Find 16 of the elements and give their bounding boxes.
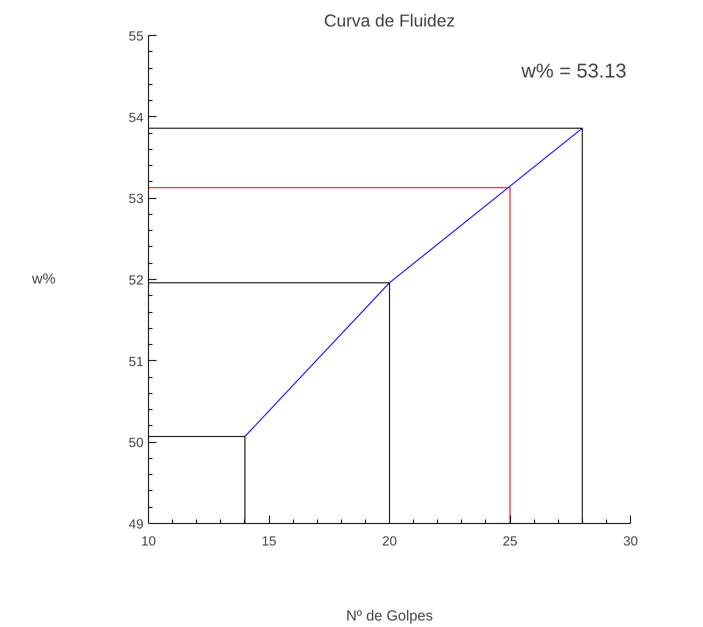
y-tick-label: 49 — [128, 516, 144, 532]
y-tick-label: 51 — [128, 354, 144, 369]
x-tick-label: 20 — [382, 534, 397, 548]
x-tick-label: 25 — [502, 534, 518, 548]
x-tick-label: 30 — [623, 534, 638, 548]
y-tick-label: 55 — [128, 28, 144, 44]
y-axis-title: w% — [31, 272, 56, 288]
annotation: w% = 53.13 — [520, 60, 627, 82]
y-tick-label: 54 — [128, 110, 144, 125]
x-axis-title: Nº de Golpes — [346, 608, 433, 624]
x-tick-label: 15 — [262, 534, 276, 548]
x-tick-label: 10 — [141, 534, 156, 548]
chart-title: Curva de Fluidez — [324, 10, 456, 30]
y-tick-label: 52 — [128, 272, 144, 288]
y-tick-label: 53 — [128, 191, 144, 206]
y-tick-label: 50 — [128, 435, 144, 450]
